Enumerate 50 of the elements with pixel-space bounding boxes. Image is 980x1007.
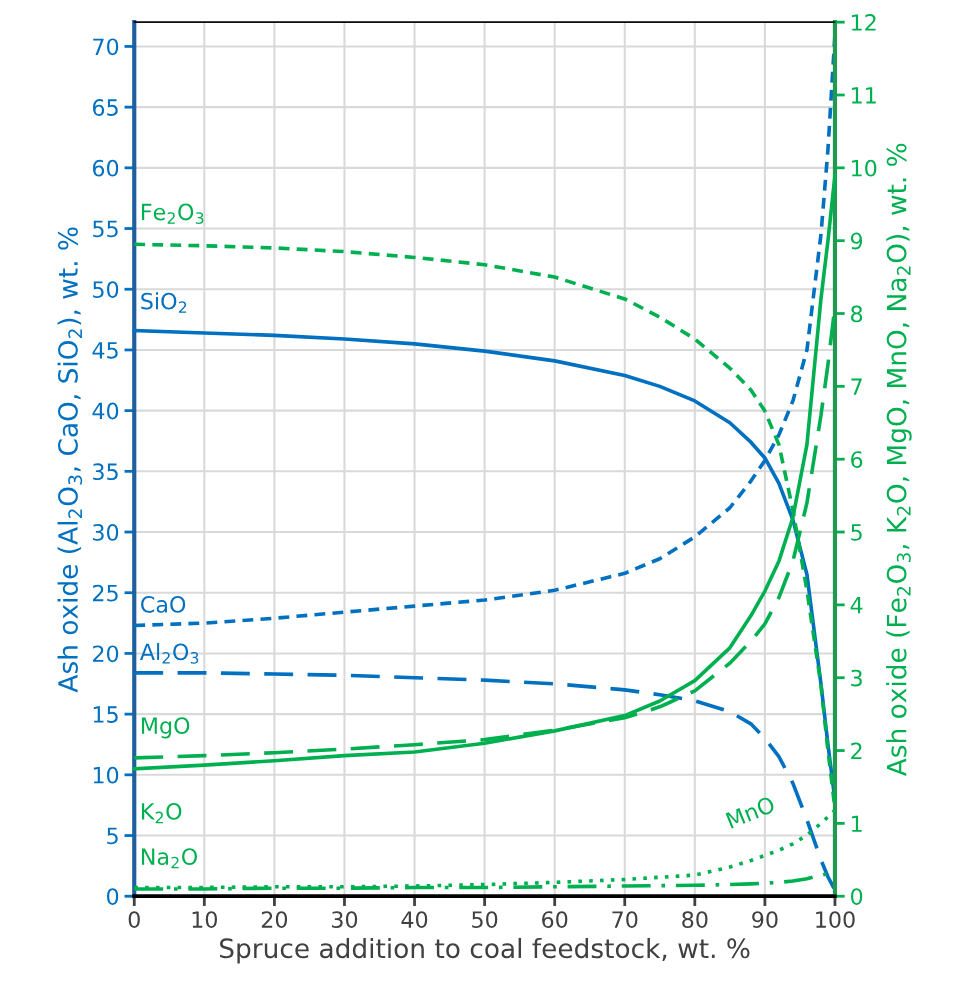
y2-tick-label: 5 — [851, 524, 862, 541]
series-label: CaO — [141, 596, 186, 613]
x-tick-label: 80 — [682, 911, 708, 929]
x-tick-label: 60 — [542, 911, 568, 929]
y-tick-label: 55 — [93, 220, 118, 238]
x-tick-label: 0 — [128, 911, 140, 929]
y2-tick-label: 4 — [850, 597, 863, 614]
x-axis-title: Spruce addition to coal feedstock, wt. % — [220, 937, 750, 964]
x-tick-label: 40 — [401, 911, 428, 929]
text: Ash oxide (Fe$_{2}$O$_{3}$, K$_{2}$O, MgO, MnO, Na$_{2}$O), wt. % — [886, 143, 912, 777]
x-tick-label: 90 — [752, 911, 778, 929]
y2-tick-label: 8 — [851, 305, 863, 323]
y2-tick-label: 11 — [851, 87, 876, 104]
y2-tick-label: 10 — [851, 159, 877, 177]
series-label: K$_{2}$O — [142, 803, 182, 824]
y2-tick-label: 3 — [851, 669, 862, 687]
y-tick-label: 25 — [93, 584, 118, 602]
text: MnO — [725, 795, 776, 829]
y2-tick-label: 12 — [851, 14, 876, 31]
x-tick-label: 30 — [332, 911, 358, 929]
y-tick-label: 50 — [93, 281, 119, 298]
x-tick-label: 100 — [816, 911, 855, 929]
y-tick-label: 70 — [93, 38, 119, 56]
y-tick-label: 20 — [93, 645, 119, 663]
y-tick-label: 65 — [92, 99, 118, 116]
y-tick-label: 5 — [107, 827, 118, 845]
y-tick-label: 30 — [93, 523, 119, 541]
y2-tick-label: 9 — [850, 232, 863, 250]
y-tick-label: 35 — [93, 463, 118, 481]
y-tick-label: 15 — [93, 706, 118, 723]
series-label: MgO — [142, 717, 190, 739]
series-label: Al$_{2}$O$_{3}$ — [139, 643, 199, 664]
y-tick-label: 60 — [92, 159, 119, 177]
y-tick-label: 45 — [92, 342, 118, 359]
x-tick-label: 10 — [192, 911, 217, 929]
x-tick-label: 70 — [612, 911, 638, 929]
y-tick-label: 40 — [92, 402, 119, 420]
y2-tick-label: 2 — [851, 742, 862, 759]
x-tick-label: 20 — [261, 911, 288, 929]
y-axis-title: Ash oxide (Al$_{2}$O$_{3}$, CaO, SiO$_{2}$), wt. % — [57, 227, 83, 693]
series-label: Na$_{2}$O — [142, 848, 198, 869]
y2-tick-label: 0 — [851, 888, 863, 905]
series-label: SiO$_{2}$ — [141, 292, 187, 313]
series-label: Fe$_{2}$O$_{3}$ — [142, 203, 204, 224]
y2-tick-label: 7 — [851, 378, 862, 395]
y2-tick-label: 1 — [851, 815, 862, 832]
x-tick-label: 50 — [472, 911, 498, 929]
y-tick-label: 0 — [107, 888, 119, 905]
y2-tick-label: 6 — [851, 451, 863, 468]
y-tick-label: 10 — [93, 766, 119, 784]
